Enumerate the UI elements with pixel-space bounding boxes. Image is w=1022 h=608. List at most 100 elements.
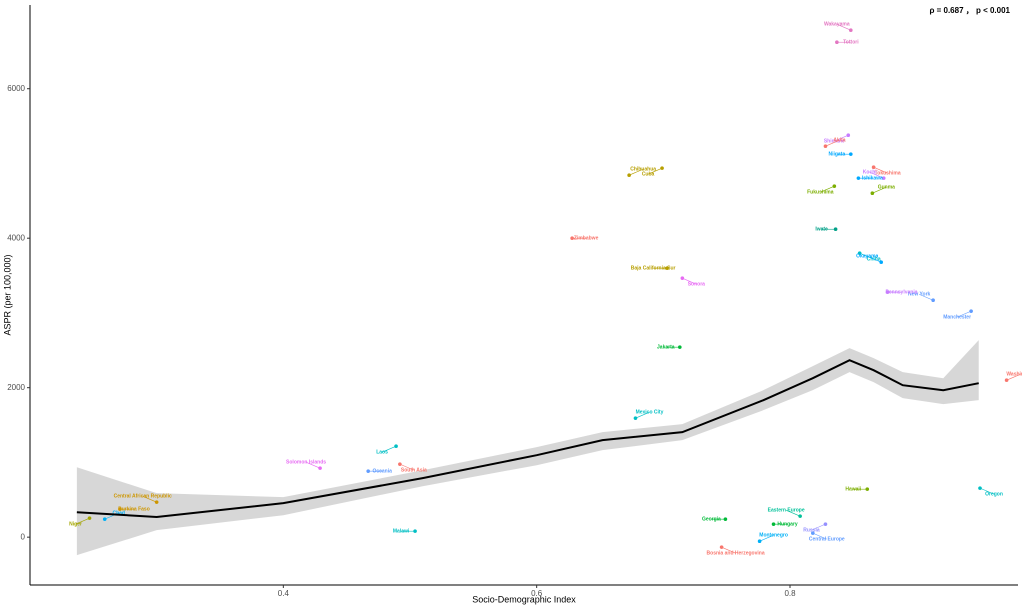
point xyxy=(394,444,398,449)
leader-line xyxy=(873,166,888,174)
point xyxy=(366,469,371,473)
point-label: Wakayama xyxy=(824,22,850,28)
point xyxy=(118,507,122,511)
leader-line xyxy=(305,461,321,469)
leader-line xyxy=(629,168,644,176)
point-label: Niigata xyxy=(828,152,845,158)
point-label: Oceania xyxy=(372,468,392,474)
point-label: Bosnia and Herzegovina xyxy=(707,551,765,557)
point-label: Solomon Islands xyxy=(286,460,326,466)
point xyxy=(881,176,886,180)
point-label: Montenegro xyxy=(759,533,788,539)
point xyxy=(757,539,762,544)
point xyxy=(1004,378,1009,383)
y-tick-label: 4000 xyxy=(7,233,25,242)
x-tick-label: 0.8 xyxy=(784,589,796,598)
point-label: Sonora xyxy=(688,282,705,288)
leader-line xyxy=(836,23,851,31)
leader-line xyxy=(759,534,774,542)
point xyxy=(102,517,107,521)
point xyxy=(678,345,682,349)
point xyxy=(835,40,839,45)
point xyxy=(833,227,838,232)
point-label: South Asia xyxy=(401,467,427,473)
point xyxy=(680,276,685,280)
point xyxy=(969,309,973,313)
point-label: Niger xyxy=(69,522,82,528)
leader-line xyxy=(399,463,414,471)
point-label: Akita xyxy=(833,138,845,144)
leader-line xyxy=(872,186,887,194)
point-label: Okayama xyxy=(856,254,878,260)
leader-line xyxy=(721,546,736,554)
point xyxy=(87,516,92,520)
point xyxy=(723,517,728,521)
point xyxy=(318,466,322,470)
leader-line xyxy=(811,523,826,531)
point-label: Shimane xyxy=(824,139,845,145)
point xyxy=(771,522,776,526)
annotation: ρ = 0.687 ， p < 0.001 xyxy=(929,6,1010,15)
y-tick-label: 6000 xyxy=(7,84,25,93)
point-label: Malawi xyxy=(393,529,410,535)
point xyxy=(154,500,159,504)
point-label: Cuba xyxy=(642,171,655,177)
point xyxy=(570,236,574,240)
leader-line xyxy=(647,167,663,175)
point xyxy=(798,514,802,518)
point xyxy=(857,251,862,255)
leader-line xyxy=(381,445,397,453)
leader-line xyxy=(834,134,849,142)
leader-line xyxy=(957,310,972,318)
plot-area xyxy=(30,5,1018,585)
point-label: Chiba xyxy=(867,256,881,262)
point-label: Mexico City xyxy=(636,410,664,416)
point-label: Central African Republic xyxy=(114,494,172,500)
point-label: Georgia xyxy=(702,516,721,522)
point-label: Eastern Europe xyxy=(768,507,805,513)
point-label: Washington xyxy=(1006,372,1022,378)
point-label: Hungary xyxy=(777,521,798,527)
point xyxy=(931,298,935,303)
point-label: Zimbabwe xyxy=(574,236,599,242)
point xyxy=(856,176,861,180)
point xyxy=(627,173,631,177)
point-label: Pennsylvania xyxy=(886,289,918,295)
x-tick-label: 0.6 xyxy=(531,589,543,598)
point-label: New York xyxy=(908,292,931,298)
leader-line xyxy=(75,517,90,525)
point xyxy=(660,166,664,170)
point xyxy=(978,486,982,490)
leader-line xyxy=(812,532,827,540)
point xyxy=(832,184,837,188)
point-label: Fukushima xyxy=(807,190,834,196)
leader-line xyxy=(919,293,934,301)
leader-line xyxy=(142,495,157,503)
point-label: Manchester xyxy=(943,314,971,320)
point xyxy=(823,144,828,148)
point xyxy=(413,529,417,533)
point-label: Tokushima xyxy=(875,171,901,177)
point xyxy=(823,522,828,526)
point xyxy=(846,133,851,138)
point xyxy=(665,266,669,270)
point xyxy=(398,462,402,466)
point-label: Kochi xyxy=(863,170,878,176)
leader-line xyxy=(825,139,840,147)
point-label: Hawaii xyxy=(845,487,861,493)
leader-line xyxy=(635,411,650,419)
point-label: Laos xyxy=(376,450,388,456)
point xyxy=(865,487,870,491)
y-axis-title: ASPR (per 100,000) xyxy=(2,254,12,335)
point-label: Tottori xyxy=(843,40,859,46)
point-label: Burkina Faso xyxy=(118,506,150,512)
leader-line xyxy=(1006,373,1021,381)
point-label: Oregon xyxy=(985,491,1003,497)
point xyxy=(870,191,875,196)
x-tick-label: 0.4 xyxy=(278,589,290,598)
point-label: Chihuahua xyxy=(630,167,656,173)
point xyxy=(633,416,638,420)
point xyxy=(719,545,724,549)
point-label: Russia xyxy=(803,527,820,533)
